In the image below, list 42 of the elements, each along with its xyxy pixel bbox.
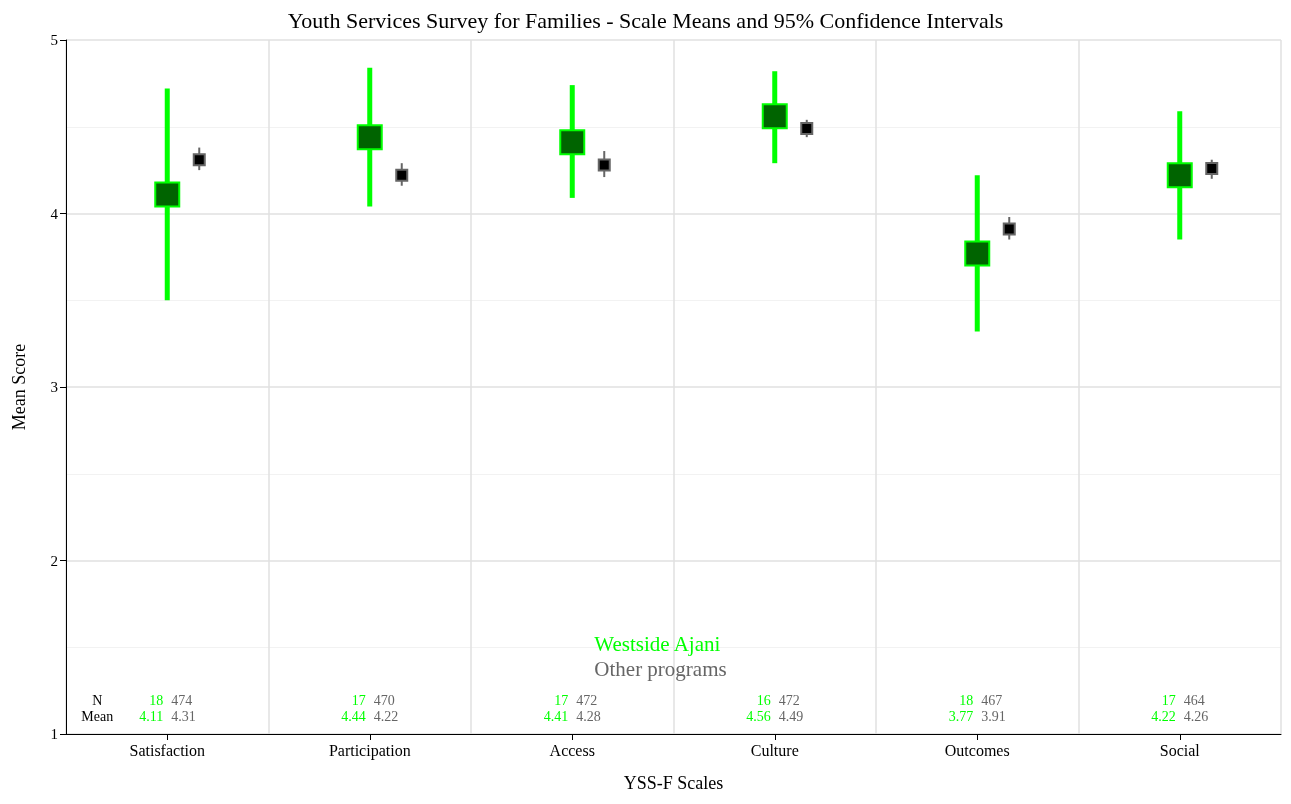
annotation: 17 — [1161, 692, 1176, 708]
annotation: 472 — [778, 692, 800, 708]
y-tick-label: 1 — [50, 726, 58, 742]
annotation: N — [92, 692, 103, 708]
annotation: 4.22 — [1151, 708, 1176, 724]
y-tick-label: 5 — [50, 32, 58, 48]
annotation: 17 — [554, 692, 569, 708]
annotation: 4.41 — [543, 708, 569, 724]
annotation: 18 — [959, 692, 974, 708]
annotation: 3.91 — [981, 708, 1006, 724]
x-tick-label: Access — [549, 741, 595, 759]
annotation: 16 — [756, 692, 771, 708]
annotation: 4.49 — [778, 708, 804, 724]
x-tick-label: Outcomes — [944, 741, 1010, 759]
x-tick-label: Social — [1159, 741, 1201, 759]
y-tick-label: 4 — [50, 205, 59, 222]
annotation: 4.56 — [746, 708, 771, 724]
text: Other programs — [594, 656, 727, 681]
annotation: 18 — [149, 692, 164, 708]
annotation: 17 — [351, 692, 366, 708]
annotation: 3.77 — [948, 708, 974, 724]
annotation: 4.31 — [171, 708, 196, 724]
x-tick-label: Culture — [750, 741, 799, 759]
annotation: 470 — [373, 692, 395, 708]
chart-title: Youth Services Survey for Families - Scale Means and 95% Confidence Intervals — [287, 7, 1004, 33]
y-axis-title: Mean Score — [9, 343, 29, 431]
annotation: 4.22 — [373, 708, 399, 724]
annotation: 4.44 — [341, 708, 366, 724]
x-tick-label: Satisfaction — [129, 741, 206, 759]
x-tick-label: Participation — [328, 741, 411, 760]
annotation: 4.11 — [139, 708, 164, 724]
annotation: 467 — [981, 692, 1003, 708]
annotation: 474 — [171, 692, 193, 708]
annotation: 472 — [576, 692, 598, 708]
y-tick-label: 3 — [50, 379, 58, 395]
annotation: 464 — [1183, 692, 1205, 708]
annotation: 4.28 — [576, 708, 601, 724]
x-axis-title: YSS-F Scales — [623, 773, 724, 793]
annotation: 4.26 — [1183, 708, 1209, 724]
annotation: Mean — [81, 708, 114, 724]
y-tick-label: 2 — [50, 552, 58, 569]
text: Westside Ajani — [594, 631, 721, 656]
